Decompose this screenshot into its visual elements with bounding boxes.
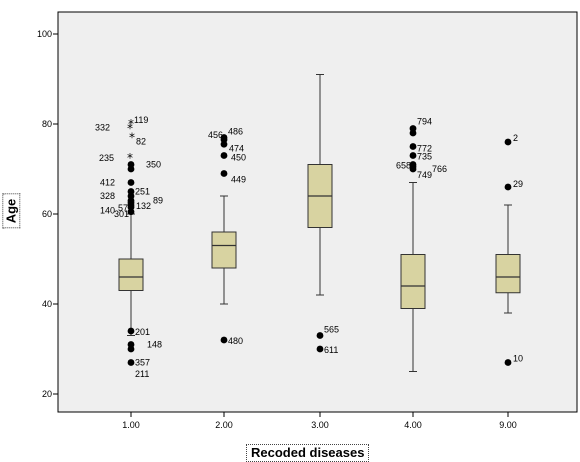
y-tick-label: 100 [37,29,52,39]
outlier-label: 328 [100,191,115,201]
outlier-point [504,359,512,366]
x-tick-label: 9.00 [499,420,517,430]
extreme-point: * [127,151,133,165]
outlier-label: 148 [147,340,162,350]
outlier-label: 735 [417,152,432,162]
outlier-label: 658 [396,161,411,171]
outlier-point [316,332,324,339]
outlier-label: 794 [417,117,432,127]
x-tick-label: 2.00 [215,420,233,430]
y-tick-label: 20 [42,389,52,399]
outlier-label: 211 [135,369,149,379]
outlier-point [409,143,417,150]
y-tick-label: 80 [42,119,52,129]
outlier-label: 251 [135,187,150,197]
outlier-label: 772 [417,144,432,154]
box-iqr [495,254,521,294]
outlier-point [127,359,135,366]
y-tick-label: 40 [42,299,52,309]
outlier-point [316,345,324,353]
outlier-label: 565 [324,325,339,335]
outlier-label: 301 [114,209,129,219]
outlier-label: 140 [100,205,115,215]
outlier-point [504,138,512,146]
x-tick-label: 1.00 [122,420,140,430]
outlier-point [220,134,228,141]
outlier-label: 350 [146,160,161,170]
outlier-label: 132 [136,201,151,211]
outlier-label: 480 [228,336,243,346]
outlier-label: 82 [136,137,146,147]
extreme-point: * [128,117,134,131]
outlier-label: 10 [513,354,523,364]
outlier-point [127,179,135,186]
outlier-label: 611 [324,345,338,355]
box-iqr [400,254,426,309]
y-axis-title: Age [2,193,21,229]
outlier-point [127,327,135,335]
x-tick-label: 3.00 [311,420,329,430]
outlier-label: 89 [153,196,163,206]
outlier-point [409,165,417,173]
outlier-point [127,208,135,216]
outlier-label: 450 [231,153,246,163]
outlier-label: 474 [229,143,244,153]
outlier-point [409,129,417,137]
box-iqr [118,258,144,291]
outlier-label: 57 [118,203,128,213]
outlier-label: 486 [228,127,243,137]
outlier-point [220,152,228,159]
outlier-point [504,183,512,191]
box-iqr [211,231,237,269]
outlier-label: 235 [99,153,114,163]
outlier-label: 119 [134,115,148,125]
outlier-label: 2 [513,133,518,143]
outlier-label: 412 [100,178,115,188]
extreme-point: * [129,131,135,145]
outlier-point [127,165,135,173]
outlier-label: 201 [135,327,150,337]
outlier-label: 29 [513,179,523,189]
outlier-label: 766 [432,164,447,174]
outlier-label: 449 [231,175,246,185]
y-tick-label: 60 [42,209,52,219]
outlier-label: 749 [417,170,432,180]
outlier-label: 332 [95,123,110,133]
extreme-point: * [127,122,133,136]
x-tick-label: 4.00 [404,420,422,430]
outlier-point [127,345,135,353]
x-axis-title: Recoded diseases [246,444,370,462]
outlier-point [220,170,228,177]
outlier-point [220,140,228,148]
outlier-point [409,152,417,159]
outlier-label: 456 [208,130,223,140]
outlier-point [220,336,228,344]
outlier-label: 357 [135,358,150,368]
